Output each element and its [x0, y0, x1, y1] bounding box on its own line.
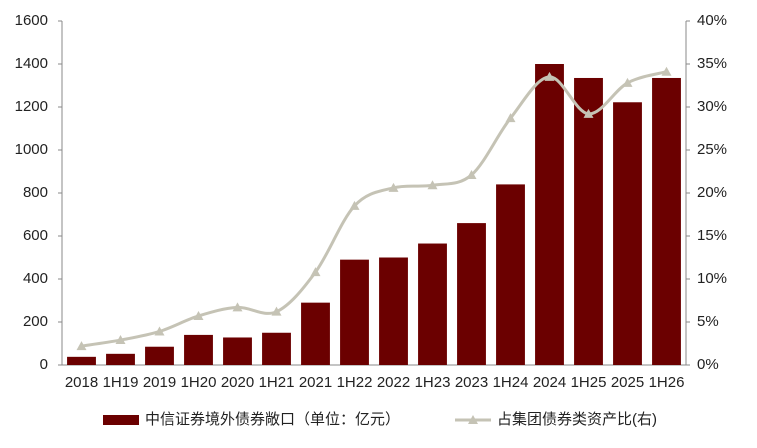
y-tick-label: 400 [23, 270, 48, 287]
line-marker [193, 310, 204, 320]
line-marker [115, 335, 126, 345]
x-tick-label: 1H24 [493, 374, 529, 391]
x-tick-label: 2024 [533, 374, 566, 391]
y-tick-label: 1400 [15, 55, 48, 72]
bar [340, 259, 369, 365]
x-tick-label: 1H21 [259, 374, 295, 391]
y2-tick-label: 25% [697, 141, 727, 158]
y-tick-label: 200 [23, 313, 48, 330]
line-marker [466, 169, 477, 179]
y2-tick-label: 35% [697, 55, 727, 72]
line-marker [505, 113, 516, 123]
bar [184, 334, 213, 365]
y2-tick-label: 20% [697, 184, 727, 201]
x-tick-label: 1H25 [571, 374, 607, 391]
bar [67, 356, 96, 365]
x-tick-label: 2019 [143, 374, 176, 391]
line-marker [427, 180, 438, 190]
line-marker [76, 341, 87, 351]
bar [145, 346, 174, 365]
y-tick-label: 800 [23, 184, 48, 201]
y2-tick-label: 5% [697, 313, 719, 330]
bar [574, 77, 603, 365]
x-tick-label: 1H23 [415, 374, 451, 391]
line-marker [349, 200, 360, 210]
x-tick-label: 1H22 [337, 374, 373, 391]
bar [223, 337, 252, 365]
bar [379, 257, 408, 365]
y-tick-label: 1200 [15, 98, 48, 115]
line-marker [271, 306, 282, 316]
line-marker [622, 77, 633, 87]
bar [496, 184, 525, 365]
bar [535, 64, 564, 365]
line [81, 70, 667, 348]
bar [652, 77, 681, 365]
x-tick-label: 2018 [65, 374, 98, 391]
line-marker [544, 71, 555, 81]
line-marker [388, 182, 399, 192]
x-tick-label: 1H20 [181, 374, 217, 391]
x-tick-label: 2025 [611, 374, 644, 391]
legend-marker [468, 415, 478, 424]
x-tick-label: 2021 [299, 374, 332, 391]
line-marker [232, 302, 243, 312]
bar [106, 353, 135, 365]
bar [418, 243, 447, 365]
legend-swatch [103, 415, 139, 425]
line-marker [310, 267, 321, 277]
y-tick-label: 1600 [15, 12, 48, 29]
legend-label: 占集团债券类资产比(右) [497, 411, 657, 428]
y2-tick-label: 40% [697, 12, 727, 29]
x-tick-label: 2022 [377, 374, 410, 391]
y-tick-label: 600 [23, 227, 48, 244]
y2-tick-label: 15% [697, 227, 727, 244]
y2-tick-label: 0% [697, 356, 719, 373]
x-tick-label: 2020 [221, 374, 254, 391]
y-tick-label: 1000 [15, 141, 48, 158]
bar [457, 223, 486, 365]
x-tick-label: 2023 [455, 374, 488, 391]
bar [301, 302, 330, 365]
x-tick-label: 1H19 [103, 374, 139, 391]
line-marker [661, 66, 672, 76]
x-tick-label: 1H26 [649, 374, 685, 391]
legend-label: 中信证券境外债券敞口（单位：亿元） [145, 410, 400, 428]
line-marker [583, 108, 594, 118]
bar [262, 332, 291, 365]
y2-tick-label: 30% [697, 98, 727, 115]
line-marker [154, 326, 165, 336]
bar [613, 102, 642, 366]
y2-tick-label: 10% [697, 270, 727, 287]
y-tick-label: 0 [40, 356, 48, 373]
